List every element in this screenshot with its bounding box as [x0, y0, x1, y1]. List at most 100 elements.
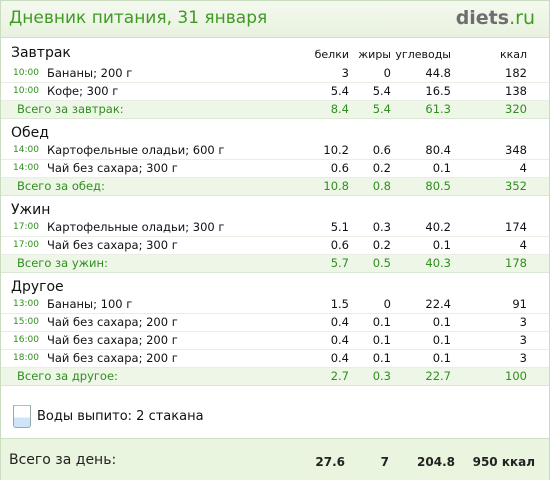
- entry-protein: 5.1: [330, 220, 349, 234]
- section-total-row: Всего за другое: 2.7 0.3 22.7 100: [1, 368, 549, 386]
- day-total-protein: 27.6: [315, 455, 345, 469]
- table-row[interactable]: 17:00 Чай без сахара; 300 г 0.6 0.2 0.1 …: [1, 237, 549, 255]
- entry-fat: 0.3: [372, 220, 391, 234]
- entry-carbs: 16.5: [425, 84, 451, 98]
- entry-protein: 0.6: [330, 238, 349, 252]
- table-row[interactable]: 18:00 Чай без сахара; 200 г 0.4 0.1 0.1 …: [1, 350, 549, 368]
- entry-time: 16:00: [13, 335, 39, 345]
- entry-name: Бананы; 200 г: [47, 66, 133, 80]
- entry-protein: 0.4: [330, 315, 349, 329]
- entry-time: 17:00: [13, 240, 39, 250]
- entry-kcal: 3: [519, 333, 527, 347]
- entry-name: Чай без сахара; 200 г: [47, 351, 178, 365]
- entry-kcal: 91: [512, 297, 527, 311]
- entry-name: Картофельные оладьи; 300 г: [47, 220, 225, 234]
- logo-main: diets: [455, 7, 510, 29]
- entry-carbs: 80.4: [425, 143, 451, 157]
- entry-fat: 0.1: [372, 351, 391, 365]
- entry-time: 10:00: [13, 68, 39, 78]
- table-row[interactable]: 15:00 Чай без сахара; 200 г 0.4 0.1 0.1 …: [1, 314, 549, 332]
- day-total-carbs: 204.8: [417, 455, 455, 469]
- entry-carbs: 44.8: [425, 66, 451, 80]
- entry-fat: 0.1: [372, 333, 391, 347]
- total-fat: 0.3: [372, 369, 391, 383]
- day-total-kcal: 950 ккал: [472, 455, 535, 469]
- entry-fat: 0: [383, 66, 391, 80]
- entry-time: 14:00: [13, 145, 39, 155]
- logo-domain: .ru: [509, 7, 535, 29]
- section-total-row: Всего за завтрак: 8.4 5.4 61.3 320: [1, 101, 549, 119]
- table-row[interactable]: 10:00 Бананы; 200 г 3 0 44.8 182: [1, 65, 549, 83]
- entry-name: Чай без сахара; 200 г: [47, 333, 178, 347]
- day-total-fat: 7: [380, 455, 389, 469]
- entry-kcal: 3: [519, 351, 527, 365]
- entry-protein: 10.2: [323, 143, 349, 157]
- table-row[interactable]: 14:00 Картофельные оладьи; 600 г 10.2 0.…: [1, 142, 549, 160]
- total-fat: 5.4: [372, 102, 391, 116]
- diary-table: Завтрак белки жиры углеводы ккал 10:00 Б…: [1, 45, 549, 386]
- entry-carbs: 0.1: [432, 161, 451, 175]
- entry-carbs: 0.1: [432, 351, 451, 365]
- total-fat: 0.5: [372, 256, 391, 270]
- entry-fat: 5.4: [372, 84, 391, 98]
- entry-name: Бананы; 100 г: [47, 297, 133, 311]
- entry-fat: 0.1: [372, 315, 391, 329]
- entry-carbs: 0.1: [432, 238, 451, 252]
- column-header-protein: белки: [314, 48, 349, 61]
- entry-fat: 0.2: [372, 161, 391, 175]
- entry-protein: 0.4: [330, 333, 349, 347]
- entry-protein: 1.5: [330, 297, 349, 311]
- entry-time: 13:00: [13, 299, 39, 309]
- entry-name: Чай без сахара; 300 г: [47, 238, 178, 252]
- site-logo[interactable]: diets.ru: [456, 7, 535, 29]
- entry-fat: 0.2: [372, 238, 391, 252]
- water-intake-text: Воды выпито: 2 стакана: [37, 409, 204, 424]
- entry-protein: 0.4: [330, 351, 349, 365]
- entry-kcal: 138: [505, 84, 527, 98]
- entry-kcal: 348: [505, 143, 527, 157]
- section-total-row: Всего за обед: 10.8 0.8 80.5 352: [1, 178, 549, 196]
- header: Дневник питания, 31 января diets.ru: [1, 1, 549, 38]
- section-total-label: Всего за другое:: [17, 369, 118, 383]
- total-carbs: 22.7: [425, 369, 451, 383]
- total-kcal: 178: [505, 256, 527, 270]
- entry-time: 18:00: [13, 353, 39, 363]
- entry-name: Чай без сахара; 200 г: [47, 315, 178, 329]
- table-row[interactable]: 13:00 Бананы; 100 г 1.5 0 22.4 91: [1, 296, 549, 314]
- entry-carbs: 40.2: [425, 220, 451, 234]
- entry-kcal: 182: [505, 66, 527, 80]
- total-fat: 0.8: [372, 179, 391, 193]
- entry-carbs: 0.1: [432, 315, 451, 329]
- section-total-label: Всего за завтрак:: [17, 102, 124, 116]
- column-header-carbs: углеводы: [395, 48, 451, 61]
- table-row[interactable]: 17:00 Картофельные оладьи; 300 г 5.1 0.3…: [1, 219, 549, 237]
- section-total-label: Всего за обед:: [17, 179, 105, 193]
- total-protein: 10.8: [323, 179, 349, 193]
- entry-kcal: 4: [519, 161, 527, 175]
- entry-name: Чай без сахара; 300 г: [47, 161, 178, 175]
- section-header-dinner: Ужин: [1, 202, 549, 219]
- entry-carbs: 22.4: [425, 297, 451, 311]
- entry-time: 15:00: [13, 317, 39, 327]
- water-intake: Воды выпито: 2 стакана: [1, 401, 549, 429]
- column-header-kcal: ккал: [499, 48, 527, 61]
- entry-carbs: 0.1: [432, 333, 451, 347]
- table-row[interactable]: 10:00 Кофе; 300 г 5.4 5.4 16.5 138: [1, 83, 549, 101]
- column-header-fat: жиры: [358, 48, 391, 61]
- entry-protein: 3: [341, 66, 349, 80]
- total-carbs: 40.3: [425, 256, 451, 270]
- entry-name: Картофельные оладьи; 600 г: [47, 143, 225, 157]
- entry-protein: 5.4: [330, 84, 349, 98]
- section-title: Другое: [11, 279, 64, 295]
- entry-kcal: 4: [519, 238, 527, 252]
- entry-kcal: 174: [505, 220, 527, 234]
- day-total-bar: Всего за день: 27.6 7 204.8 950 ккал: [1, 438, 549, 480]
- table-row[interactable]: 16:00 Чай без сахара; 200 г 0.4 0.1 0.1 …: [1, 332, 549, 350]
- water-glass-icon: [13, 405, 31, 428]
- section-header-lunch: Обед: [1, 125, 549, 142]
- entry-name: Кофе; 300 г: [47, 84, 119, 98]
- table-row[interactable]: 14:00 Чай без сахара; 300 г 0.6 0.2 0.1 …: [1, 160, 549, 178]
- total-kcal: 320: [505, 102, 527, 116]
- section-header-other: Другое: [1, 279, 549, 296]
